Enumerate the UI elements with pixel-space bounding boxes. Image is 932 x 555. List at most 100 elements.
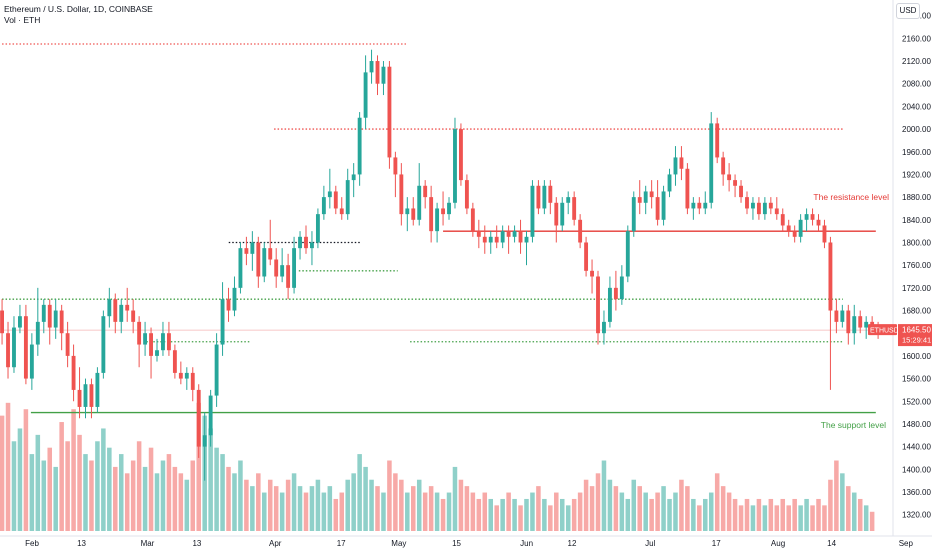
candle-body xyxy=(214,344,219,396)
candle xyxy=(244,236,249,266)
volume-bar xyxy=(321,492,327,531)
volume-bar xyxy=(774,505,780,531)
volume-bar xyxy=(196,402,201,531)
candle-body xyxy=(667,174,672,192)
volume-bar xyxy=(756,498,762,531)
volume-bar xyxy=(23,409,29,531)
price-axis-bg[interactable] xyxy=(893,0,932,550)
volume-bar xyxy=(500,498,505,531)
candle xyxy=(494,225,499,249)
candle-body xyxy=(536,185,541,209)
candle-body xyxy=(488,236,493,243)
volume-bar xyxy=(363,466,368,531)
volume-bar xyxy=(250,486,255,531)
volume-bar xyxy=(476,498,482,531)
volume-bar xyxy=(804,498,809,531)
volume-bar xyxy=(518,505,523,531)
time-tick-label: 12 xyxy=(568,539,577,548)
candle-body xyxy=(89,384,94,407)
candle-body xyxy=(542,185,547,209)
volume-bar xyxy=(399,479,404,531)
price-tick-label: 1680.00 xyxy=(902,307,931,316)
volume-bars xyxy=(0,402,875,531)
volume-bar xyxy=(536,486,541,531)
volume-bar xyxy=(530,492,535,531)
volume-bar xyxy=(434,492,440,531)
volume-bar xyxy=(834,460,839,531)
candle xyxy=(751,197,755,220)
time-tick-label: Feb xyxy=(25,539,39,548)
candle xyxy=(83,378,88,419)
volume-bar xyxy=(5,402,11,531)
candle-body xyxy=(429,197,434,232)
candle xyxy=(798,214,803,243)
candle-body xyxy=(709,123,714,203)
candle xyxy=(101,310,106,379)
time-tick-label: May xyxy=(391,539,406,548)
candle-body xyxy=(715,123,720,158)
candle xyxy=(453,117,457,209)
price-tick-label: 1600.00 xyxy=(902,352,931,361)
volume-bar xyxy=(315,479,321,531)
volume-bar xyxy=(89,460,94,531)
candle xyxy=(685,163,690,215)
time-tick-label: 13 xyxy=(192,539,201,548)
candle xyxy=(846,304,851,345)
candle xyxy=(23,304,28,385)
candle-body xyxy=(834,310,839,322)
candle xyxy=(286,253,291,300)
candle-body xyxy=(631,197,636,232)
currency-button[interactable]: USD xyxy=(896,3,920,19)
candle xyxy=(18,304,22,334)
candle-body xyxy=(357,117,362,175)
candle xyxy=(298,231,302,260)
candle-body xyxy=(685,168,690,209)
candle xyxy=(411,197,416,226)
candle-body xyxy=(548,185,553,203)
candle xyxy=(190,367,195,402)
candle xyxy=(852,304,857,345)
candle-body xyxy=(584,242,589,271)
price-tick-label: 1880.00 xyxy=(902,193,931,202)
support-label[interactable]: The support level xyxy=(821,420,886,430)
volume-bar xyxy=(768,498,774,531)
candle xyxy=(274,248,279,288)
time-tick-label: Jul xyxy=(645,539,655,548)
candle-body xyxy=(399,174,404,215)
candle-body xyxy=(756,202,761,215)
candle xyxy=(500,225,505,249)
volume-bar xyxy=(589,486,595,531)
symbol-title[interactable]: Ethereum / U.S. Dollar, 1D, COINBASE xyxy=(4,4,153,14)
volume-bar xyxy=(327,486,333,531)
volume-bar xyxy=(35,434,41,531)
candle-body xyxy=(369,61,374,73)
candle-body xyxy=(607,287,612,322)
volume-bar xyxy=(59,422,64,531)
candle-body xyxy=(655,197,660,220)
volume-bar xyxy=(762,505,768,531)
candle-body xyxy=(304,236,308,249)
candle xyxy=(661,185,666,226)
volume-bar xyxy=(446,492,452,531)
volume-bar xyxy=(750,505,756,531)
candle-body xyxy=(71,355,76,390)
candle xyxy=(369,49,374,84)
candle xyxy=(125,287,130,322)
candle xyxy=(41,299,46,334)
candle-body xyxy=(12,327,16,368)
candle xyxy=(178,361,183,385)
candle xyxy=(0,299,4,345)
candle-body xyxy=(202,435,207,447)
candle xyxy=(65,321,70,368)
volume-indicator-label[interactable]: Vol · ETH xyxy=(4,15,41,25)
candle-body xyxy=(29,344,34,379)
candle-body xyxy=(119,304,124,322)
candle-body xyxy=(691,202,696,209)
candle xyxy=(548,180,553,215)
candle-body xyxy=(23,316,28,379)
resistance-label[interactable]: The resistance level xyxy=(813,192,889,202)
candle-body xyxy=(83,384,88,407)
